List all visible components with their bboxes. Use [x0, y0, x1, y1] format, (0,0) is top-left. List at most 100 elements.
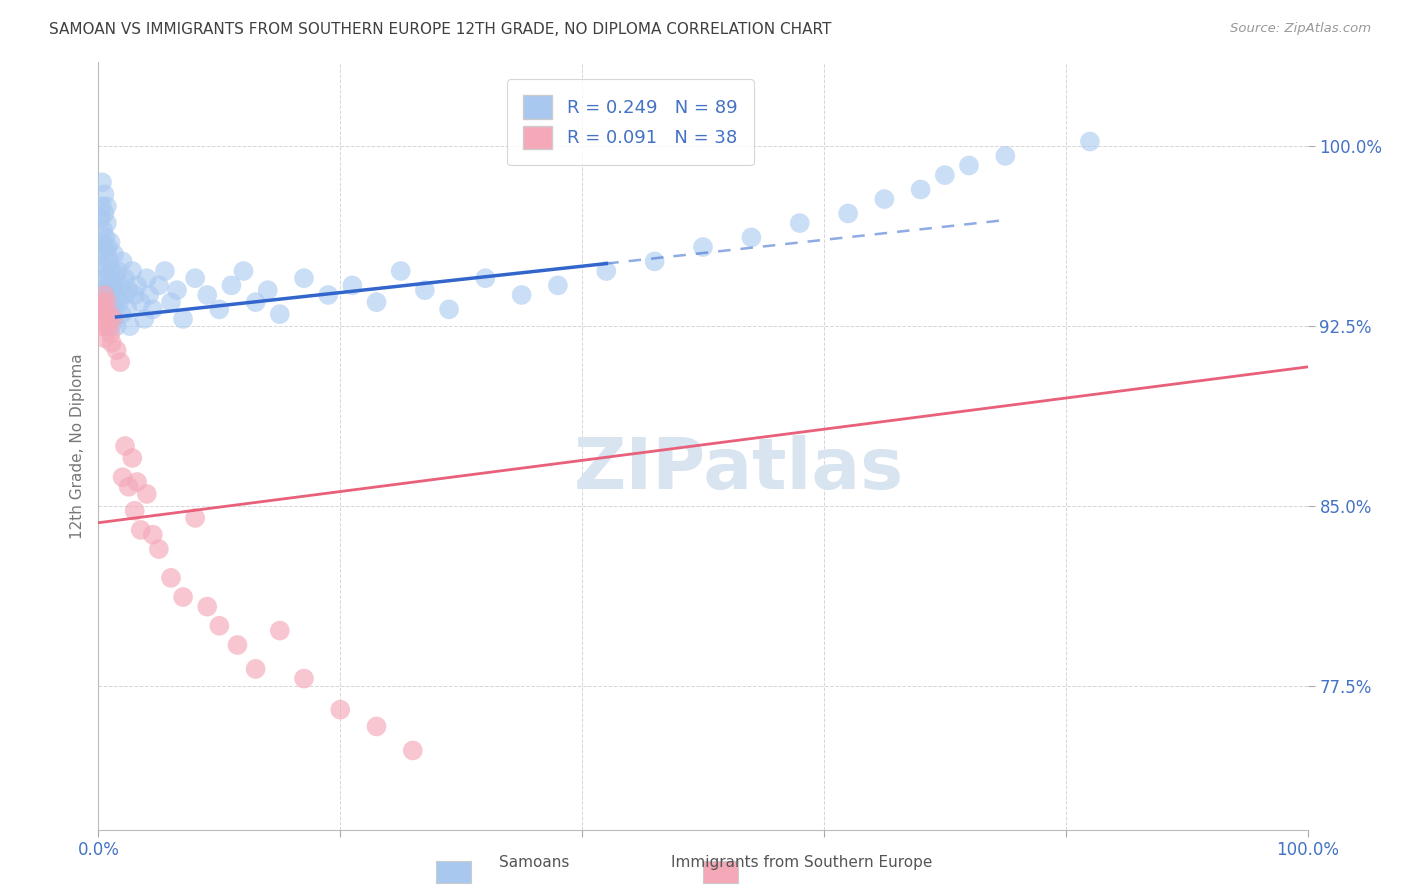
Point [510, 288, 533, 302]
Point [127, 475, 149, 489]
Point [90, 312, 112, 326]
Point [142, 302, 165, 317]
Point [873, 192, 896, 206]
Point [118, 319, 141, 334]
Point [101, 312, 124, 326]
Point [245, 662, 267, 676]
Point [402, 743, 425, 757]
Point [195, 599, 218, 614]
Point [172, 590, 194, 604]
Text: ZIPatlas: ZIPatlas [574, 434, 904, 503]
Point [256, 283, 278, 297]
Point [94, 230, 117, 244]
Point [129, 295, 152, 310]
Point [110, 307, 132, 321]
Point [91, 259, 114, 273]
Point [93, 288, 115, 302]
Point [692, 240, 714, 254]
Point [91, 235, 114, 250]
Point [127, 278, 149, 293]
Point [103, 302, 125, 317]
Point [166, 283, 188, 297]
Point [93, 187, 115, 202]
Point [93, 240, 115, 254]
Point [124, 504, 146, 518]
Point [232, 264, 254, 278]
Point [96, 295, 118, 310]
Point [269, 307, 291, 321]
Text: Source: ZipAtlas.com: Source: ZipAtlas.com [1230, 22, 1371, 36]
Point [547, 278, 569, 293]
Point [837, 206, 859, 220]
Point [474, 271, 496, 285]
Point [108, 278, 131, 293]
Point [101, 278, 124, 293]
Point [108, 355, 131, 369]
Point [100, 326, 122, 341]
Point [96, 199, 118, 213]
Point [97, 278, 120, 293]
Point [111, 254, 134, 268]
Point [100, 264, 122, 278]
Point [105, 319, 128, 334]
Point [957, 159, 980, 173]
Point [91, 223, 114, 237]
Point [134, 312, 156, 326]
Point [98, 307, 121, 321]
Point [94, 283, 117, 297]
Text: SAMOAN VS IMMIGRANTS FROM SOUTHERN EUROPE 12TH GRADE, NO DIPLOMA CORRELATION CHA: SAMOAN VS IMMIGRANTS FROM SOUTHERN EUROP… [49, 22, 831, 37]
Point [366, 719, 388, 733]
Point [316, 288, 339, 302]
Point [112, 288, 135, 302]
Point [91, 175, 114, 189]
Point [100, 319, 122, 334]
Point [117, 302, 139, 317]
Point [105, 288, 128, 302]
Point [329, 703, 352, 717]
Point [98, 254, 121, 268]
Point [93, 295, 115, 310]
Point [100, 295, 122, 310]
Point [103, 247, 125, 261]
Point [1078, 135, 1101, 149]
Point [148, 278, 170, 293]
Point [89, 247, 111, 261]
Point [135, 487, 157, 501]
Text: Samoans: Samoans [499, 855, 569, 870]
Point [245, 295, 267, 310]
Point [98, 271, 121, 285]
Point [114, 271, 136, 285]
Point [124, 288, 146, 302]
Point [910, 182, 932, 196]
Point [740, 230, 762, 244]
Point [138, 288, 160, 302]
Point [160, 295, 183, 310]
Point [226, 638, 249, 652]
Point [97, 319, 120, 334]
Point [121, 264, 143, 278]
Point [97, 240, 120, 254]
Point [121, 450, 143, 465]
Point [91, 295, 114, 310]
Point [90, 283, 112, 297]
Point [148, 542, 170, 557]
Point [118, 480, 141, 494]
Point [184, 271, 207, 285]
Point [789, 216, 811, 230]
Text: Immigrants from Southern Europe: Immigrants from Southern Europe [671, 855, 932, 870]
Point [108, 295, 131, 310]
Point [100, 288, 122, 302]
Point [184, 511, 207, 525]
Point [91, 302, 114, 317]
Point [96, 247, 118, 261]
Point [934, 168, 956, 182]
Point [292, 271, 315, 285]
Point [93, 331, 115, 345]
Point [129, 523, 152, 537]
Y-axis label: 12th Grade, No Diploma: 12th Grade, No Diploma [69, 353, 84, 539]
Point [111, 470, 134, 484]
Point [142, 527, 165, 541]
Point [91, 199, 114, 213]
Point [437, 302, 460, 317]
Point [221, 278, 243, 293]
